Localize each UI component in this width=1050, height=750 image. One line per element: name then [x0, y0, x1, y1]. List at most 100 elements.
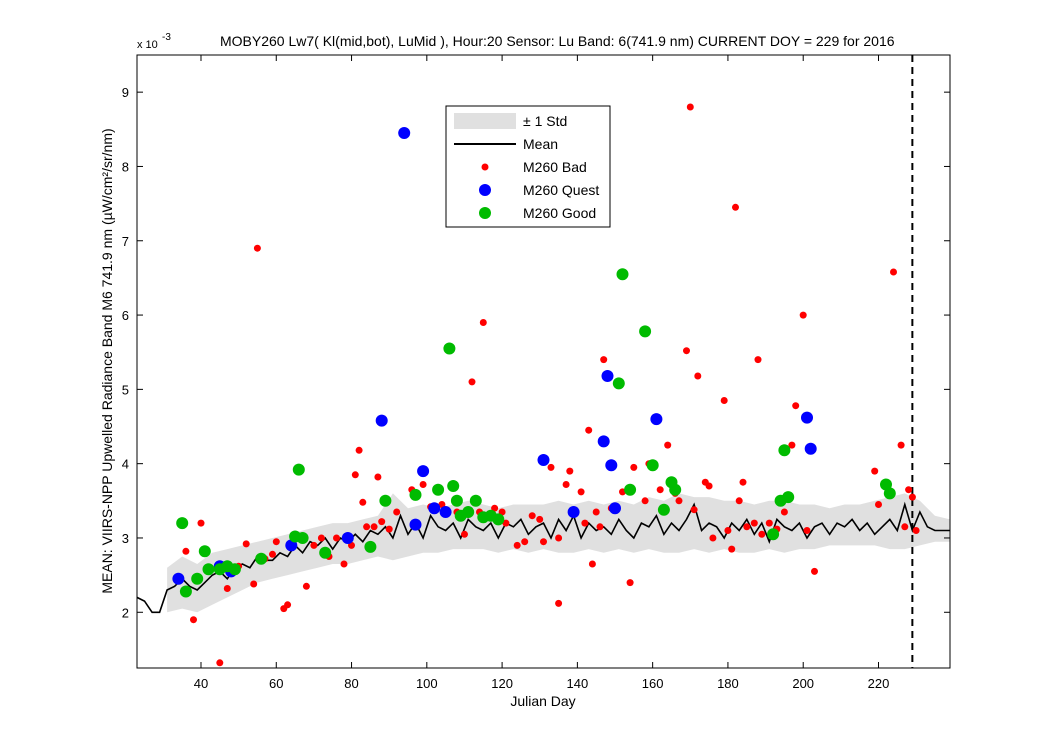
- x-tick-label: 140: [567, 676, 589, 691]
- y-tick-label: 9: [122, 85, 129, 100]
- bad-point: [803, 527, 811, 534]
- bad-point: [588, 560, 596, 568]
- good-point: [296, 532, 309, 544]
- good-point: [379, 494, 392, 507]
- bad-point: [792, 402, 800, 410]
- bad-point: [419, 481, 427, 488]
- bad-point: [253, 244, 261, 252]
- bad-point: [758, 530, 766, 538]
- bad-point: [359, 498, 367, 506]
- good-point: [443, 342, 456, 355]
- x-tick-label: 200: [792, 676, 814, 691]
- quest-point: [341, 532, 354, 544]
- y-tick-label: 2: [122, 605, 129, 620]
- bad-point: [438, 501, 446, 508]
- bad-point: [555, 534, 563, 542]
- good-point: [646, 459, 659, 472]
- good-point: [191, 572, 204, 585]
- bad-point: [912, 527, 920, 534]
- bad-point: [585, 426, 593, 434]
- bad-point: [709, 534, 717, 542]
- quest-point: [650, 413, 663, 426]
- good-point: [624, 483, 637, 496]
- good-point: [669, 483, 682, 496]
- quest-point: [417, 465, 430, 478]
- bad-point: [310, 541, 318, 549]
- x-tick-label: 100: [416, 676, 438, 691]
- bad-point: [536, 515, 544, 523]
- bad-point: [378, 518, 386, 526]
- bad-point: [502, 519, 510, 527]
- bad-point: [728, 545, 736, 553]
- bad-point: [284, 601, 292, 609]
- good-point: [778, 444, 791, 457]
- good-point: [616, 268, 629, 281]
- bad-point: [479, 319, 487, 326]
- bad-point: [182, 547, 190, 555]
- y-tick-label: 7: [122, 234, 129, 249]
- good-point: [409, 488, 422, 501]
- bad-point: [686, 103, 694, 111]
- bad-point: [351, 471, 359, 479]
- quest-point: [537, 454, 550, 466]
- bad-point: [890, 268, 897, 276]
- bad-point: [393, 508, 401, 516]
- y-tick-label: 5: [122, 382, 129, 397]
- x-tick-label: 160: [642, 676, 664, 691]
- legend-std-label: ± 1 Std: [523, 113, 567, 129]
- legend-std-swatch: [454, 113, 516, 129]
- x-tick-label: 80: [344, 676, 358, 691]
- plot-frame: [136, 54, 951, 669]
- bad-point: [871, 467, 879, 475]
- good-point: [492, 513, 505, 526]
- bad-point: [581, 519, 589, 527]
- quest-point: [801, 411, 813, 424]
- bad-point: [190, 616, 197, 624]
- bad-point: [370, 523, 378, 531]
- quest-point: [609, 502, 621, 515]
- legend-quest-label: M260 Quest: [523, 182, 599, 198]
- x-tick-label: 40: [194, 676, 208, 691]
- legend-bad-marker: [481, 163, 489, 171]
- good-point: [657, 503, 670, 516]
- legend-good-label: M260 Good: [523, 205, 596, 221]
- bad-point: [566, 467, 574, 475]
- good-point: [612, 377, 625, 390]
- bad-point: [630, 463, 638, 471]
- bad-point: [242, 540, 250, 548]
- good-point: [432, 483, 445, 496]
- bad-point: [250, 580, 258, 588]
- bad-point: [562, 481, 570, 488]
- bad-point: [875, 501, 882, 508]
- quest-point: [439, 506, 452, 518]
- bad-point: [272, 538, 280, 546]
- bad-point: [521, 538, 529, 546]
- bad-point: [675, 497, 683, 505]
- bad-point: [656, 486, 664, 494]
- bad-point: [363, 523, 371, 531]
- y-tick-label: 8: [122, 159, 129, 174]
- bad-point: [223, 585, 231, 592]
- legend-bad-label: M260 Bad: [523, 159, 587, 175]
- bad-point: [216, 659, 224, 667]
- quest-point: [398, 127, 411, 139]
- legend-good-marker: [479, 207, 491, 219]
- good-point: [255, 552, 268, 565]
- mean-line: [136, 501, 950, 614]
- y-axis-label: MEAN: VIIRS-NPP Upwelled Radiance Band M…: [99, 128, 115, 593]
- points-layer: [172, 103, 920, 667]
- good-point: [364, 540, 377, 553]
- quest-point: [375, 414, 388, 427]
- chart-title: MOBY260 Lw7( Kl(mid,bot), LuMid ), Hour:…: [220, 33, 895, 49]
- bad-point: [799, 311, 807, 319]
- quest-point: [605, 459, 618, 472]
- legend: ± 1 Std Mean M260 Bad M260 Quest M260 Go…: [445, 105, 611, 228]
- bad-point: [811, 567, 818, 575]
- good-point: [883, 487, 896, 500]
- bad-point: [905, 486, 913, 494]
- bad-point: [461, 530, 468, 538]
- quest-point: [804, 442, 817, 455]
- good-point: [228, 563, 241, 576]
- bad-point: [302, 582, 310, 590]
